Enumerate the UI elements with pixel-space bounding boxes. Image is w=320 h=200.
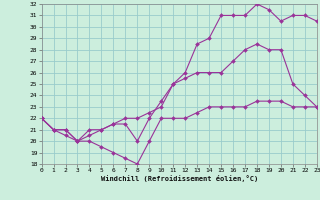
X-axis label: Windchill (Refroidissement éolien,°C): Windchill (Refroidissement éolien,°C) — [100, 175, 258, 182]
